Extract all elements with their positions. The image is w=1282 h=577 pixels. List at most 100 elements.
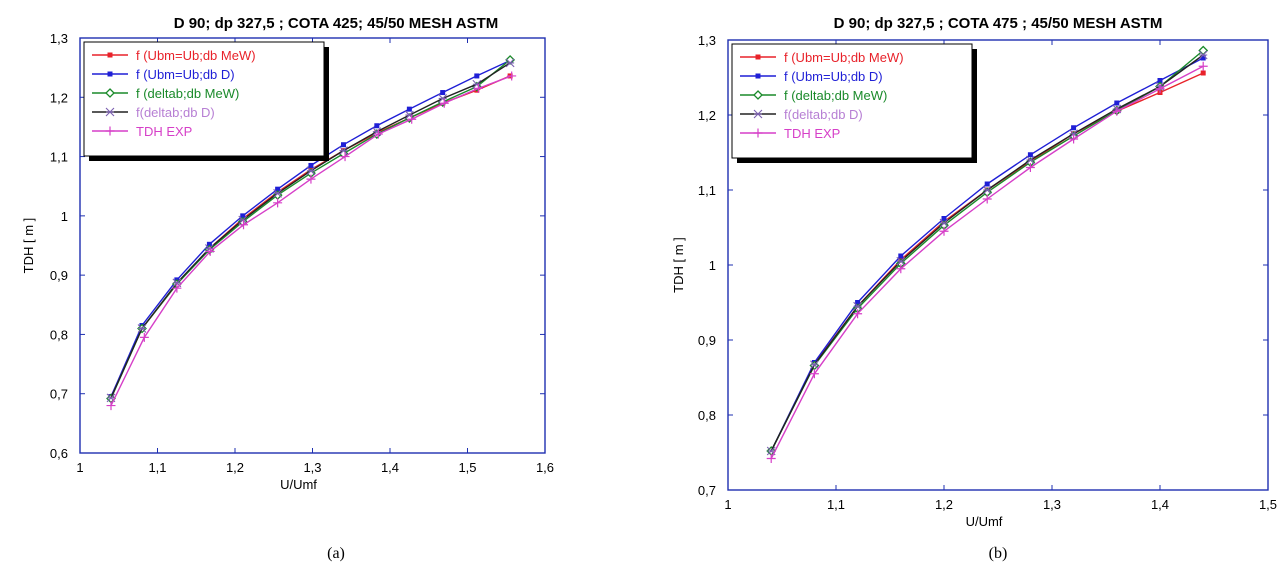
data-point <box>1069 129 1078 139</box>
data-point <box>809 369 819 379</box>
figure-caption: (b) <box>989 545 1008 562</box>
data-point <box>982 185 992 195</box>
x-tick-label: 1,1 <box>827 497 845 512</box>
data-point <box>473 83 483 93</box>
y-tick-label: 0,8 <box>50 327 68 342</box>
legend-label: f (Ubm=Ub;db D) <box>784 69 883 84</box>
y-tick-label: 0,9 <box>698 333 716 348</box>
legend-marker <box>755 73 761 79</box>
data-point <box>472 79 482 89</box>
chart-title: D 90; dp 327,5 ; COTA 425; 45/50 MESH AS… <box>174 15 499 32</box>
legend-label: f(deltab;db D) <box>784 107 863 122</box>
legend-marker <box>755 54 761 60</box>
data-point <box>1200 55 1206 61</box>
data-point <box>1112 106 1122 116</box>
legend-label: f (Ubm=Ub;db MeW) <box>784 50 904 65</box>
y-axis-label: TDH [ m ] <box>671 237 686 293</box>
data-point <box>1025 163 1035 172</box>
data-point <box>205 246 215 256</box>
data-point <box>941 216 947 221</box>
data-point <box>1200 70 1206 76</box>
legend-marker <box>107 71 113 77</box>
series-4 <box>766 61 1208 463</box>
y-tick-label: 1,1 <box>50 150 68 165</box>
x-axis-label: U/Umf <box>966 514 1003 529</box>
data-point <box>507 71 517 81</box>
x-tick-label: 1,5 <box>458 460 476 475</box>
x-tick-label: 1,5 <box>1259 497 1277 512</box>
data-point <box>172 283 182 293</box>
y-tick-label: 0,7 <box>50 387 68 402</box>
legend-label: TDH EXP <box>136 124 192 139</box>
data-point <box>240 213 246 219</box>
legend-marker <box>107 52 113 58</box>
chart-title: D 90; dp 327,5 ; COTA 475 ; 45/50 MESH A… <box>834 15 1163 32</box>
data-point <box>982 194 992 204</box>
x-tick-label: 1,4 <box>381 460 399 475</box>
data-point <box>1027 152 1033 158</box>
y-tick-label: 1,2 <box>50 90 68 105</box>
data-point <box>810 360 819 370</box>
legend-label: f (deltab;db MeW) <box>784 88 887 103</box>
legend-box <box>83 41 325 157</box>
data-point <box>1026 155 1035 165</box>
y-tick-label: 1 <box>709 258 716 273</box>
legend-label: f (Ubm=Ub;db D) <box>136 67 235 82</box>
data-point <box>1198 61 1208 71</box>
y-tick-label: 1,3 <box>698 33 716 48</box>
legend-marker <box>753 128 763 138</box>
y-tick-label: 1,2 <box>698 108 716 123</box>
y-tick-label: 1,3 <box>50 31 68 46</box>
x-tick-label: 1,4 <box>1151 497 1169 512</box>
x-tick-label: 1,1 <box>148 460 166 475</box>
y-tick-label: 1 <box>61 209 68 224</box>
y-tick-label: 0,9 <box>50 268 68 283</box>
x-axis-label: U/Umf <box>280 477 317 492</box>
data-point <box>273 198 283 208</box>
data-point <box>1157 78 1163 83</box>
data-point <box>1155 84 1165 94</box>
legend-label: f(deltab;db D) <box>136 105 215 120</box>
series-3 <box>106 58 515 403</box>
series-3 <box>766 50 1208 456</box>
data-point <box>853 309 863 319</box>
x-tick-label: 1,3 <box>303 460 321 475</box>
data-point <box>505 58 515 68</box>
data-point <box>939 218 949 228</box>
data-point <box>137 324 147 333</box>
series-4 <box>106 71 517 411</box>
data-point <box>855 300 861 305</box>
x-tick-label: 1 <box>76 460 83 475</box>
data-point <box>139 332 149 342</box>
data-point <box>407 114 417 124</box>
y-tick-label: 0,6 <box>50 446 68 461</box>
data-point <box>339 146 348 156</box>
legend-marker <box>105 126 115 136</box>
legend-box <box>731 43 973 159</box>
data-point <box>273 188 283 198</box>
data-point <box>474 73 480 79</box>
y-tick-label: 1,1 <box>698 183 716 198</box>
data-point <box>1198 50 1208 60</box>
data-point <box>1114 100 1120 106</box>
data-point <box>896 256 906 266</box>
x-tick-label: 1 <box>724 497 731 512</box>
data-point <box>984 181 990 187</box>
x-tick-label: 1,2 <box>226 460 244 475</box>
y-tick-label: 0,8 <box>698 408 716 423</box>
chart-b: D 90; dp 327,5 ; COTA 475 ; 45/50 MESH A… <box>671 15 1277 562</box>
data-point <box>438 94 448 103</box>
x-tick-label: 1,3 <box>1043 497 1061 512</box>
data-point <box>440 90 446 96</box>
data-point <box>106 401 116 411</box>
legend-marker <box>105 88 115 98</box>
data-point <box>898 253 904 259</box>
data-point <box>308 162 314 168</box>
legend-marker <box>753 109 763 119</box>
data-point <box>340 152 350 162</box>
data-point <box>238 215 248 225</box>
y-axis-label: TDH [ m ] <box>21 218 36 274</box>
chart-a: D 90; dp 327,5 ; COTA 425; 45/50 MESH AS… <box>21 15 554 562</box>
legend-marker <box>105 107 115 117</box>
